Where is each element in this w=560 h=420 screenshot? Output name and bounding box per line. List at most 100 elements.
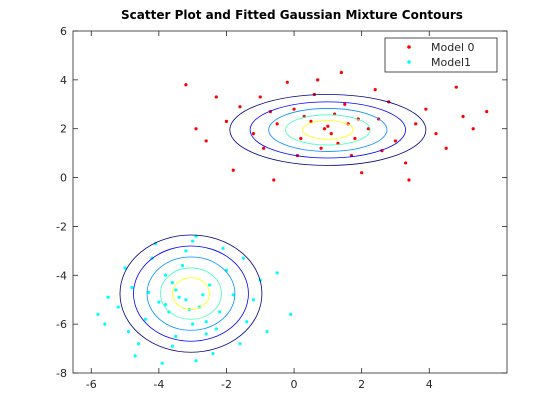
point: [309, 119, 313, 123]
point: [106, 295, 110, 299]
point: [251, 298, 256, 302]
point: [339, 70, 343, 75]
contour: [171, 277, 210, 310]
point: [424, 107, 428, 111]
point: [285, 80, 289, 84]
x-tick-label: 2: [358, 378, 365, 391]
x-tick-label: -6: [86, 378, 97, 391]
point: [251, 132, 256, 136]
contour: [119, 234, 263, 353]
x-tick-label: -2: [221, 378, 232, 391]
point: [214, 327, 218, 331]
point: [373, 88, 377, 92]
point: [133, 354, 137, 358]
point: [170, 281, 174, 285]
point: [407, 178, 411, 182]
point: [434, 132, 438, 136]
contour: [133, 245, 249, 342]
point: [353, 136, 357, 141]
point: [238, 342, 242, 346]
point: [454, 85, 458, 89]
point: [174, 288, 178, 292]
legend-marker: [407, 45, 411, 49]
point: [116, 305, 120, 309]
point: [414, 122, 418, 126]
point: [360, 171, 364, 175]
point: [245, 320, 249, 324]
point: [231, 293, 235, 297]
contour: [249, 101, 406, 159]
x-tick-label: 0: [291, 378, 298, 391]
point: [322, 127, 327, 131]
legend-label: Model1: [431, 56, 471, 69]
point: [326, 124, 330, 128]
point: [289, 312, 293, 316]
y-tick-label: 0: [60, 172, 67, 185]
point: [184, 83, 188, 87]
point: [258, 95, 262, 99]
point: [265, 329, 269, 334]
point: [366, 127, 371, 131]
point: [238, 105, 242, 109]
point: [184, 249, 188, 253]
x-tick-label: -4: [153, 378, 164, 391]
plot-area: [96, 70, 489, 365]
point: [180, 263, 185, 268]
contour: [160, 267, 222, 320]
point: [275, 122, 279, 126]
point: [207, 283, 212, 287]
point: [164, 303, 168, 307]
point: [170, 344, 174, 348]
point: [103, 322, 107, 326]
contour: [229, 94, 427, 166]
point: [136, 342, 141, 346]
point: [485, 110, 489, 114]
legend-label: Model 0: [431, 41, 475, 54]
axes-box: [72, 30, 508, 374]
point: [444, 146, 448, 150]
point: [130, 285, 134, 290]
point: [184, 298, 188, 302]
point: [201, 293, 205, 297]
point: [292, 107, 296, 111]
point: [204, 139, 208, 143]
point: [174, 334, 178, 338]
point: [214, 95, 218, 99]
point: [272, 178, 276, 182]
point: [218, 310, 222, 314]
point: [191, 239, 195, 243]
point: [177, 295, 181, 299]
point: [471, 127, 475, 131]
contour: [268, 108, 388, 152]
legend-marker: [407, 60, 411, 64]
point: [316, 78, 320, 82]
point: [204, 332, 208, 336]
y-tick-label: -2: [56, 220, 67, 233]
y-tick-label: -8: [56, 367, 67, 380]
point: [147, 290, 151, 294]
chart-title: Scatter Plot and Fitted Gaussian Mixture…: [121, 8, 463, 22]
point: [143, 317, 147, 321]
point: [299, 136, 303, 141]
point: [224, 119, 229, 123]
contour: [146, 256, 236, 331]
point: [393, 139, 398, 143]
point: [221, 246, 225, 251]
contour: [302, 120, 354, 140]
point: [164, 273, 168, 277]
point: [262, 146, 266, 150]
point: [191, 322, 195, 326]
point: [343, 102, 347, 106]
x-tick-label: 4: [426, 378, 433, 391]
point: [194, 359, 198, 363]
point: [403, 161, 408, 165]
y-tick-label: -6: [56, 318, 67, 331]
point: [461, 114, 465, 119]
point: [194, 127, 198, 131]
point: [96, 312, 100, 316]
point: [157, 300, 161, 304]
point: [336, 141, 340, 145]
point: [329, 132, 333, 136]
